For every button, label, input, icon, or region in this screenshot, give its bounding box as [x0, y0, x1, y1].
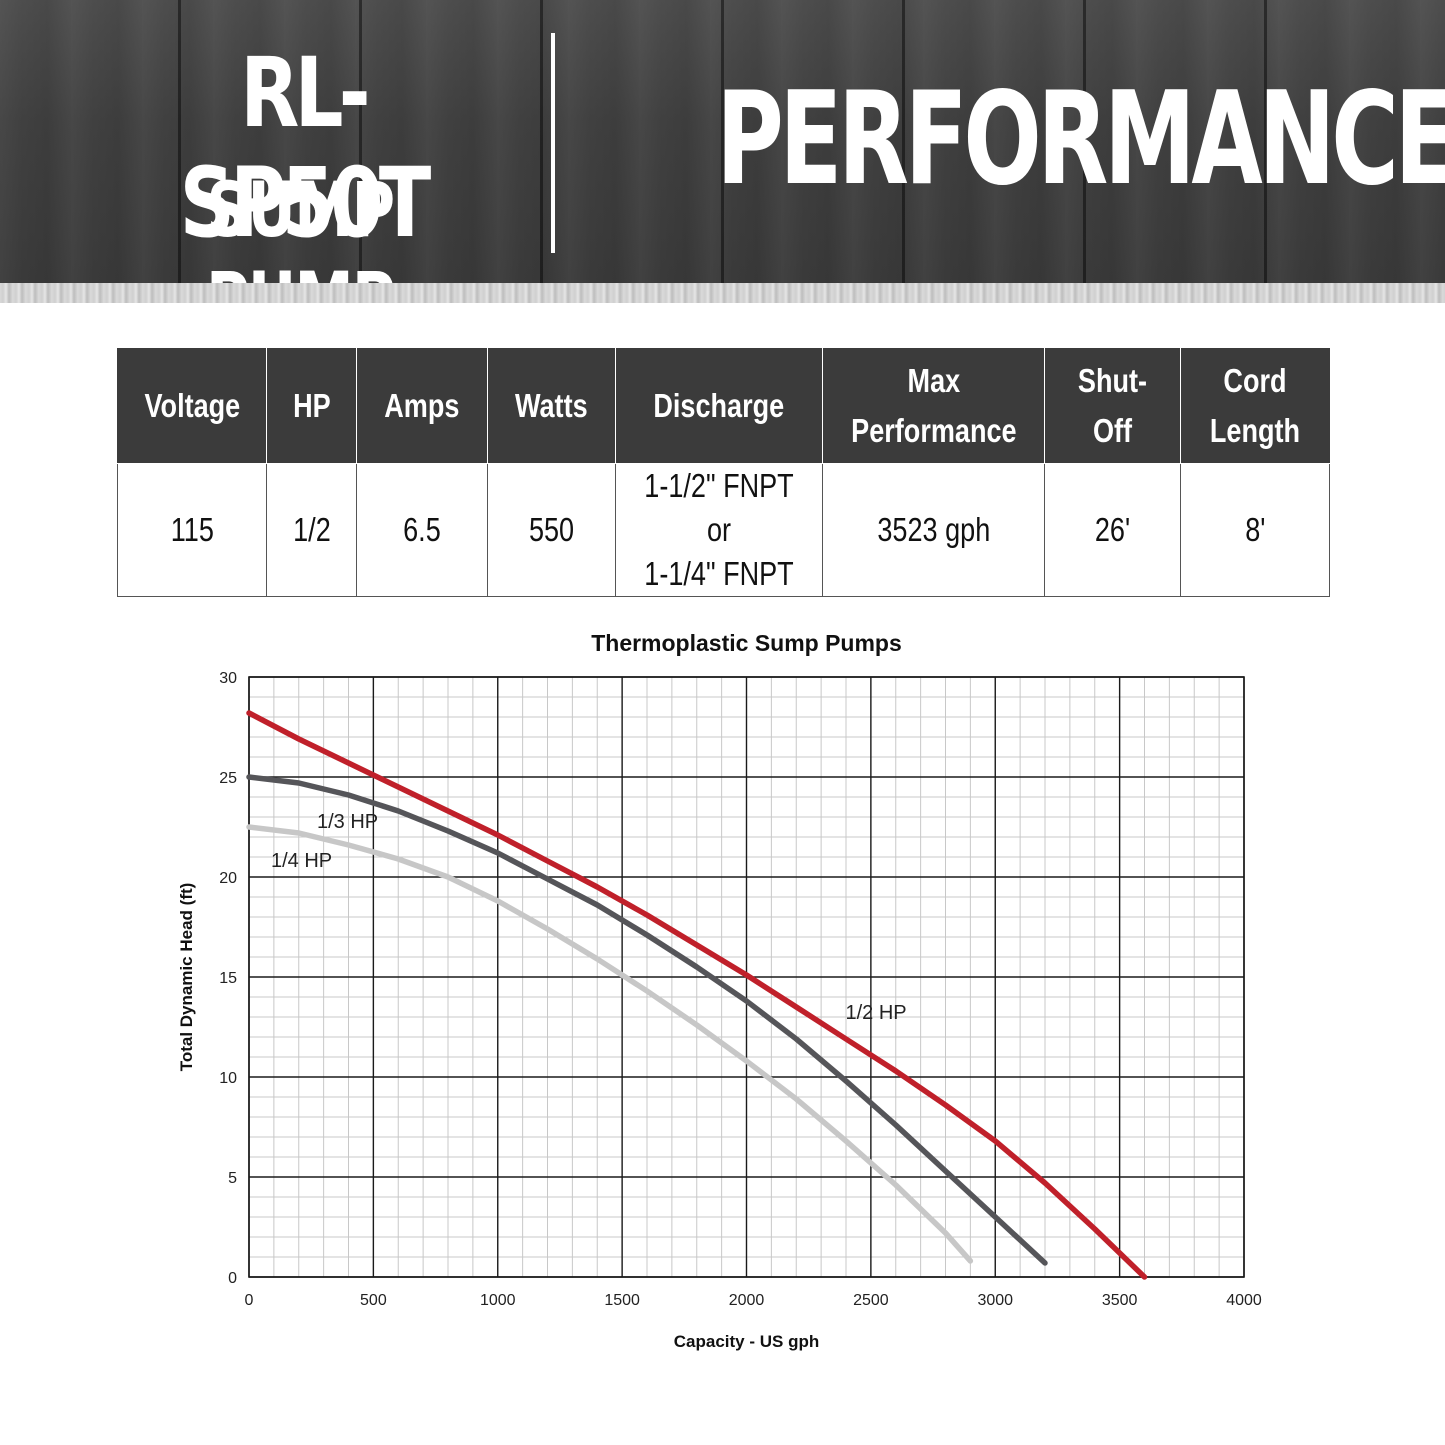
- y-tick-label: 25: [219, 770, 237, 787]
- column-header-line: Performance: [850, 411, 1017, 449]
- table-cell: 1/2: [266, 463, 357, 597]
- y-axis-label: Total Dynamic Head (ft): [177, 883, 196, 1072]
- header-banner: RL-SP50T SUMP PUMP PERFORMANCE: [0, 0, 1445, 344]
- cell-value-line: 1-1/2" FNPT or: [644, 467, 794, 548]
- column-header-line: Watts: [515, 386, 588, 424]
- x-tick-label: 3000: [977, 1292, 1013, 1309]
- column-header-line: Voltage: [144, 386, 240, 424]
- series-line: [246, 710, 1148, 1280]
- y-tick-label: 10: [219, 1070, 237, 1087]
- x-tick-label: 1000: [480, 1292, 516, 1309]
- column-header-line: Discharge: [653, 386, 785, 424]
- column-header: Shut-Off: [1044, 348, 1181, 464]
- column-header-line: Amps: [384, 386, 460, 424]
- y-tick-label: 5: [228, 1170, 237, 1187]
- series-line: [246, 774, 1048, 1266]
- series-label: 1/3 HP: [317, 811, 378, 833]
- table-cell: 26': [1044, 463, 1181, 597]
- y-tick-label: 20: [219, 870, 237, 887]
- y-tick-label: 0: [228, 1270, 237, 1287]
- cell-value-line: 26': [1094, 511, 1131, 548]
- cell-value-line: 550: [528, 511, 575, 548]
- banner-edge: [0, 283, 1445, 303]
- column-header: HP: [266, 348, 357, 464]
- x-tick-label: 2500: [853, 1292, 889, 1309]
- table-cell: 3523 gph: [822, 463, 1045, 597]
- y-tick-label: 30: [219, 670, 237, 687]
- column-header: Cord Length: [1180, 348, 1330, 464]
- model-title: RL-SP50T: [179, 37, 432, 259]
- specs-table: Voltage HP Amps Watts Discharge Max Performanc…: [117, 348, 1330, 597]
- table-cell: 550: [487, 463, 616, 597]
- table-cell: 115: [117, 463, 267, 597]
- x-tick-label: 4000: [1226, 1292, 1262, 1309]
- series-line: [246, 824, 974, 1264]
- series-label: 1/4 HP: [271, 850, 332, 872]
- column-header-line: HP: [292, 386, 331, 424]
- column-header: Voltage: [117, 348, 267, 464]
- column-header: Max Performance: [822, 348, 1045, 464]
- chart-title: Thermoplastic Sump Pumps: [591, 630, 902, 656]
- cell-value-line: 3523 gph: [877, 511, 990, 548]
- header-divider: [551, 33, 555, 253]
- section-title: PERFORMANCE: [716, 65, 1445, 214]
- table-cell: 8': [1180, 463, 1330, 597]
- x-axis-label: Capacity - US gph: [674, 1332, 819, 1351]
- specs-value-row: 115 1/2 6.5 550 1-1/2" FNPT or 1-1/4" FNPT 352…: [117, 463, 1330, 597]
- series-label: 1/2 HP: [846, 1002, 907, 1024]
- column-header: Discharge: [615, 348, 823, 464]
- plot-frame: [248, 676, 1245, 1278]
- x-tick-label: 3500: [1102, 1292, 1138, 1309]
- x-tick-label: 500: [360, 1292, 387, 1309]
- cell-value-line: 1/2: [292, 511, 331, 548]
- column-header-line: Shut-Off: [1077, 361, 1148, 449]
- x-tick-label: 0: [245, 1292, 254, 1309]
- cell-value-line: 8': [1244, 511, 1266, 548]
- column-header-line: Length: [1209, 411, 1301, 449]
- column-header: Amps: [356, 348, 488, 464]
- specs-header-row: Voltage HP Amps Watts Discharge Max Performanc…: [117, 348, 1330, 464]
- table-cell: 6.5: [356, 463, 488, 597]
- cell-value-line: 1-1/4" FNPT: [644, 555, 794, 592]
- cell-value-line: 6.5: [403, 511, 441, 548]
- y-tick-label: 15: [219, 970, 237, 987]
- x-tick-label: 2000: [729, 1292, 765, 1309]
- column-header-line: Cord: [1223, 361, 1287, 399]
- table-cell: 1-1/2" FNPT or 1-1/4" FNPT: [615, 463, 823, 597]
- product-subtitle: SUMP PUMP: [206, 165, 395, 344]
- x-tick-label: 1500: [604, 1292, 640, 1309]
- column-header: Watts: [487, 348, 616, 464]
- cell-value-line: 115: [170, 511, 214, 548]
- performance-chart: 0 500 1000 1500 2000 2500 3000 3500 4000 0 5 10 15 20…: [177, 630, 1262, 1351]
- column-header-line: Max: [907, 361, 960, 399]
